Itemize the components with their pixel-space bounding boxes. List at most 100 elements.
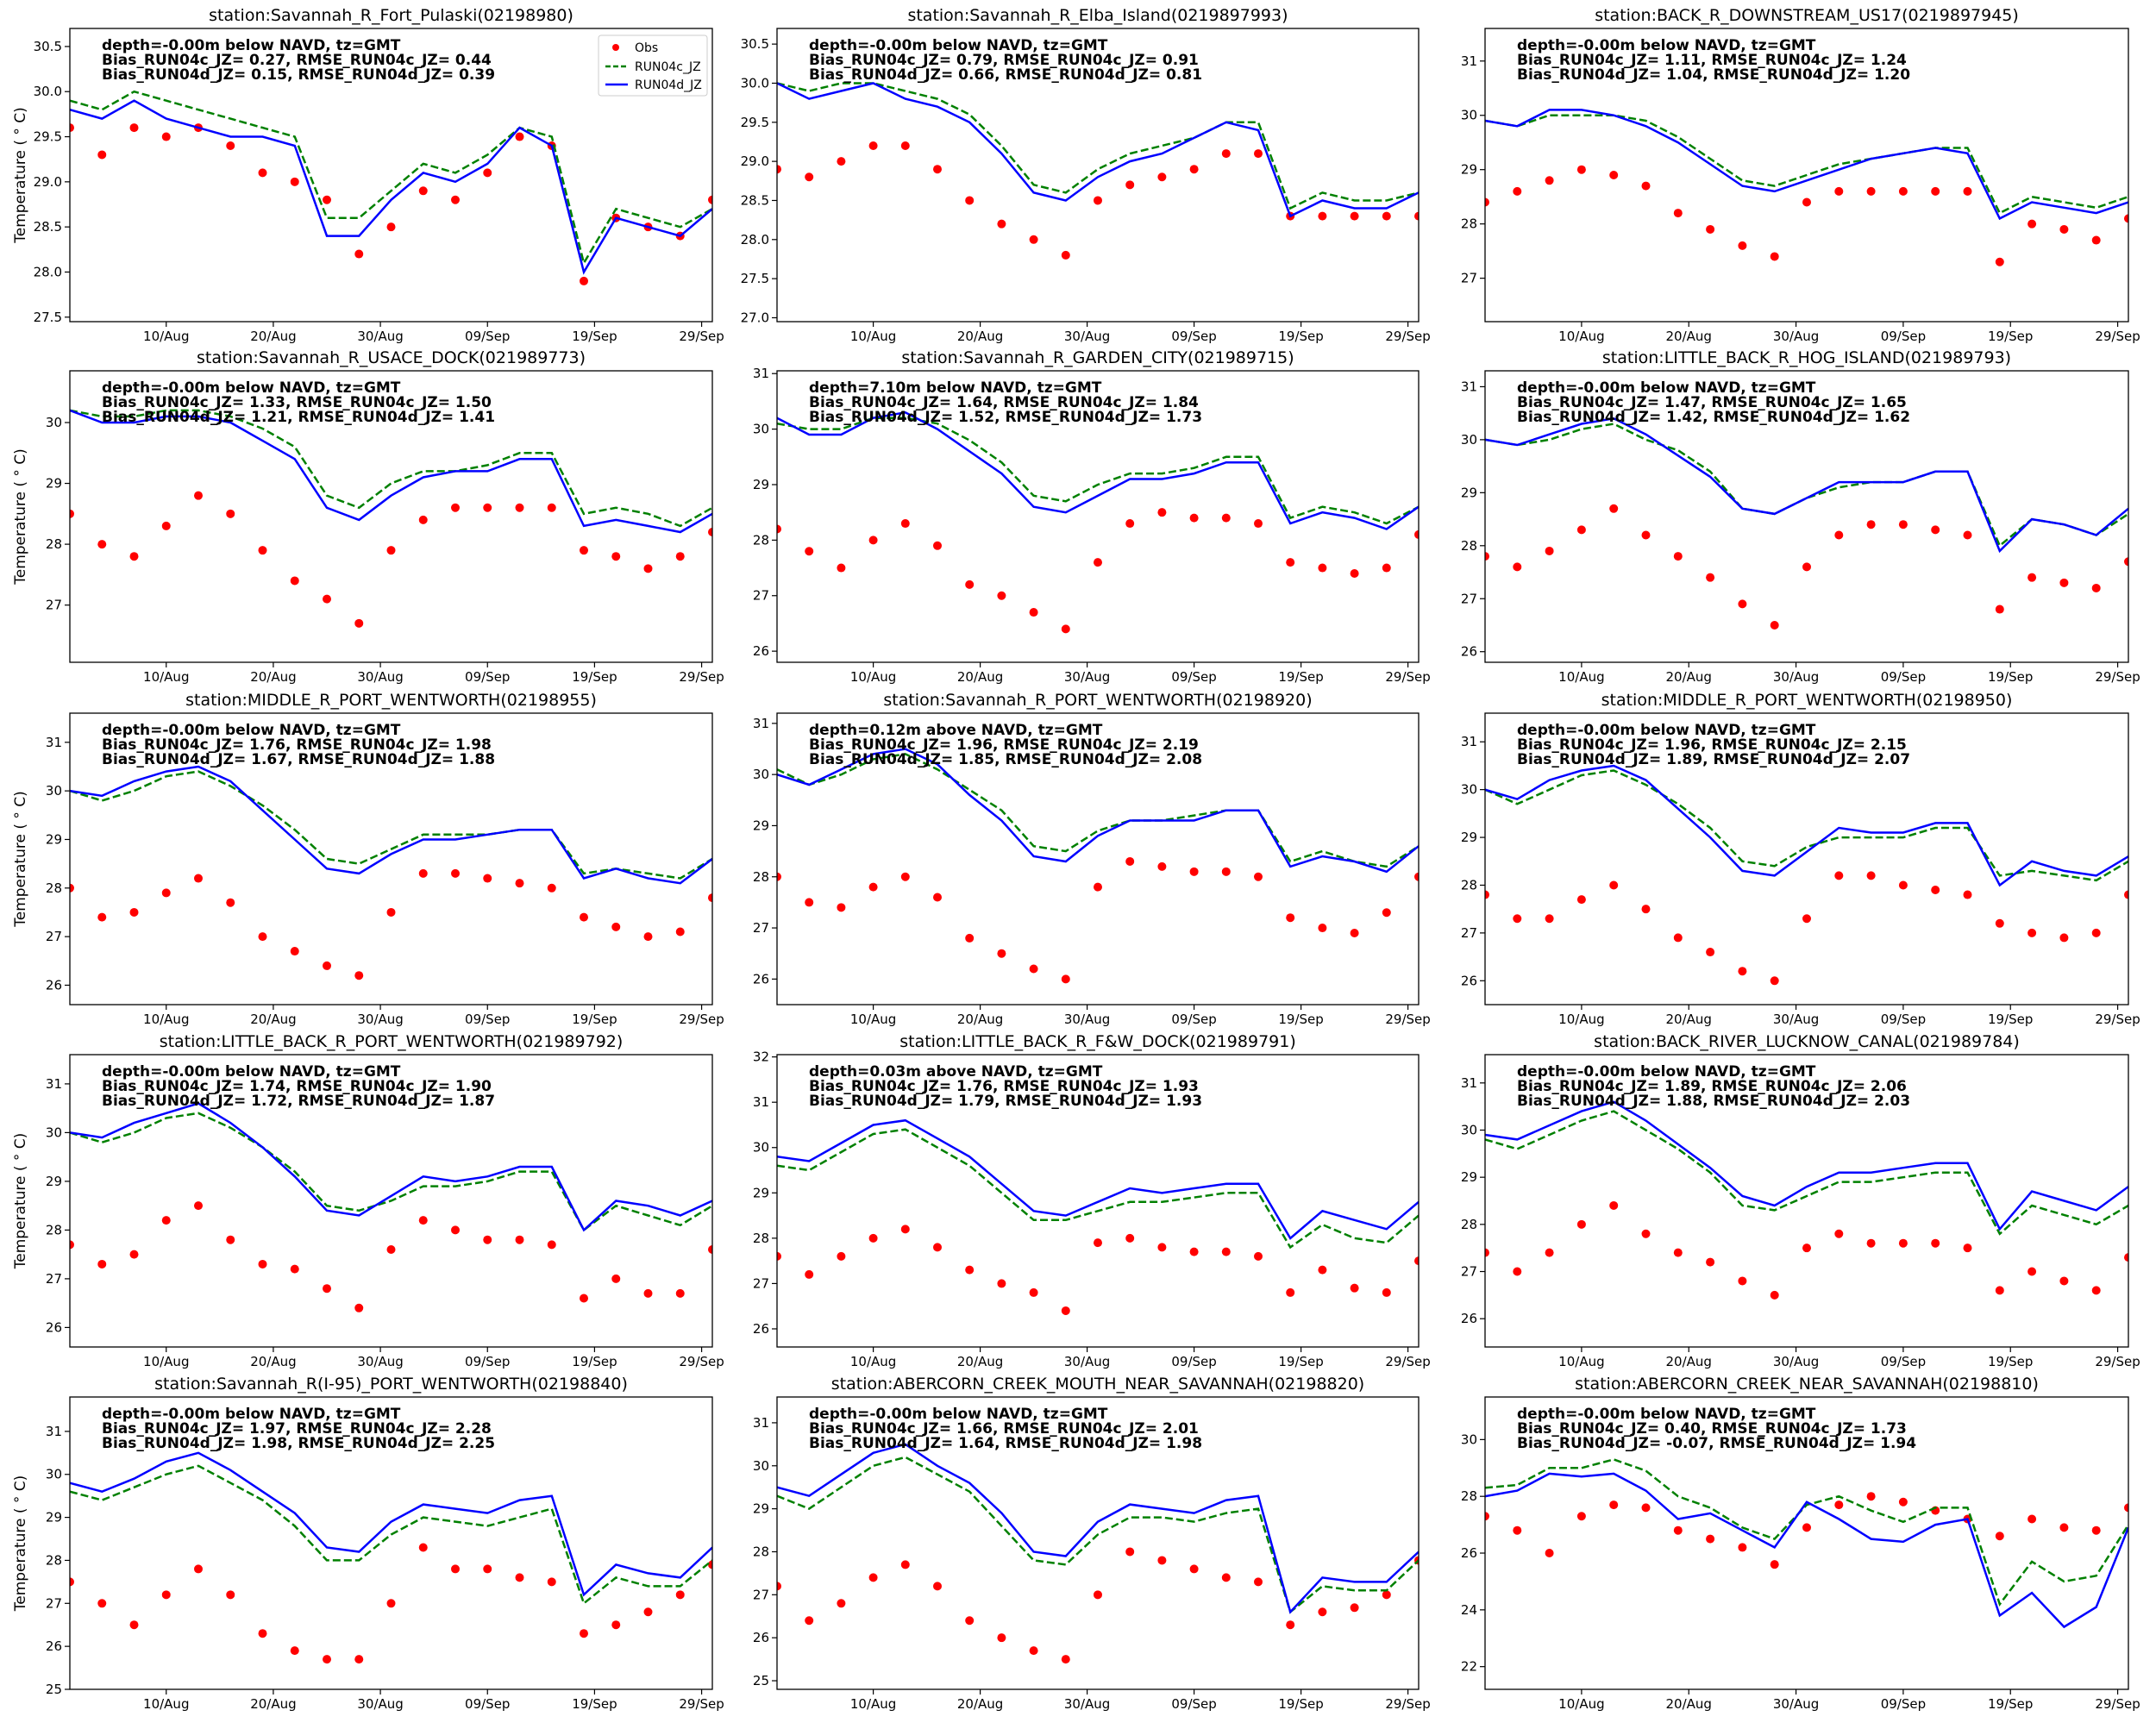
- x-tick-label: 10/Aug: [850, 1012, 896, 1027]
- run04c-line: [777, 1456, 1419, 1614]
- obs-point: [1094, 1590, 1102, 1600]
- obs-point: [1545, 176, 1554, 185]
- obs-point: [1738, 1543, 1747, 1552]
- panel-5: station:LITTLE_BACK_R_HOG_ISLAND(0219897…: [1461, 348, 2140, 685]
- obs-point: [1576, 165, 1586, 174]
- x-tick-label: 20/Aug: [1666, 329, 1712, 344]
- obs-point: [1029, 1287, 1038, 1297]
- obs-point: [1382, 1287, 1391, 1297]
- obs-point: [2124, 214, 2128, 223]
- obs-point: [1286, 1287, 1295, 1297]
- y-tick-label: 28.5: [741, 192, 769, 208]
- obs-point: [1706, 224, 1715, 234]
- obs-point: [1318, 1265, 1327, 1275]
- y-tick-label: 26: [1461, 973, 1477, 988]
- obs-point: [1738, 967, 1747, 976]
- x-tick-label: 20/Aug: [957, 329, 1003, 344]
- y-tick-label: 28: [46, 1552, 62, 1568]
- x-tick-label: 09/Sep: [465, 1354, 510, 1369]
- legend-box: [598, 34, 708, 97]
- obs-point: [451, 868, 460, 878]
- obs-point: [675, 1590, 685, 1600]
- obs-point: [1350, 1603, 1359, 1613]
- obs-point: [1485, 1248, 1489, 1257]
- x-tick-label: 20/Aug: [1666, 669, 1712, 685]
- axes-frame: [776, 28, 1420, 323]
- y-tick-label: 31: [1461, 734, 1477, 749]
- obs-point: [580, 1629, 588, 1638]
- y-tick-label: 24: [1461, 1602, 1477, 1618]
- x-tick-label: 10/Aug: [850, 1354, 896, 1369]
- obs-point: [547, 1240, 556, 1250]
- obs-point: [997, 949, 1006, 958]
- obs-point: [1834, 871, 1844, 880]
- x-tick-label: 30/Aug: [357, 1012, 403, 1027]
- obs-point: [1898, 880, 1908, 890]
- obs-point: [1286, 913, 1295, 923]
- y-tick-label: 27: [46, 598, 62, 613]
- x-tick-label: 10/Aug: [143, 1012, 189, 1027]
- plot-area: [1485, 109, 2128, 266]
- y-tick-label: 28: [753, 869, 769, 885]
- run04d-line: [70, 1451, 712, 1597]
- stats-line: Bias_RUN04c_JZ= 1.47, RMSE_RUN04c_JZ= 1.…: [1517, 394, 1907, 411]
- x-tick-label: 20/Aug: [1666, 1696, 1712, 1712]
- plot-area: [777, 748, 1419, 984]
- y-tick-label: 30: [1461, 782, 1477, 798]
- obs-point: [1609, 1500, 1619, 1510]
- obs-point: [1609, 1200, 1619, 1210]
- obs-point: [194, 874, 203, 883]
- obs-point: [1609, 504, 1619, 513]
- obs-point: [483, 1564, 492, 1574]
- obs-point: [2059, 1276, 2069, 1286]
- x-tick-label: 20/Aug: [957, 1012, 1003, 1027]
- y-tick-label: 28: [1461, 216, 1477, 232]
- x-tick-label: 20/Aug: [250, 1696, 296, 1712]
- x-tick-label: 10/Aug: [143, 669, 189, 685]
- y-tick-label: 30.5: [34, 39, 62, 54]
- x-tick-label: 30/Aug: [1064, 1012, 1110, 1027]
- y-tick-label: 29.0: [34, 174, 62, 190]
- y-tick-label: 30: [1461, 108, 1477, 123]
- x-tick-label: 20/Aug: [250, 1012, 296, 1027]
- obs-point: [1125, 1547, 1135, 1557]
- panel-title: station:MIDDLE_R_PORT_WENTWORTH(02198955…: [185, 691, 597, 710]
- stats-line: Bias_RUN04d_JZ= 1.64, RMSE_RUN04d_JZ= 1.…: [809, 1435, 1202, 1452]
- obs-point: [777, 165, 781, 174]
- stats-line: Bias_RUN04c_JZ= 0.27, RMSE_RUN04c_JZ= 0.…: [102, 52, 492, 69]
- y-tick-label: 31: [46, 735, 62, 750]
- x-tick-label: 10/Aug: [1558, 669, 1604, 685]
- run04c-line: [70, 770, 712, 880]
- y-tick-label: 27: [1461, 925, 1477, 941]
- y-tick-label: 29: [753, 1501, 769, 1517]
- obs-point: [1125, 856, 1135, 866]
- axes-frame: [69, 28, 713, 323]
- x-tick-label: 19/Sep: [1988, 329, 2033, 344]
- y-axis-label: Temperature ( ° C): [12, 107, 29, 244]
- obs-point: [837, 1251, 846, 1261]
- y-tick-label: 29: [46, 831, 62, 847]
- obs-point: [1770, 1290, 1779, 1300]
- x-tick-label: 10/Aug: [850, 1696, 896, 1712]
- stats-line: Bias_RUN04c_JZ= 0.79, RMSE_RUN04c_JZ= 0.…: [809, 52, 1199, 69]
- axes-frame: [1484, 28, 2129, 323]
- obs-point: [1318, 211, 1327, 221]
- obs-point: [777, 524, 781, 534]
- x-tick-label: 20/Aug: [250, 1354, 296, 1369]
- obs-point: [997, 591, 1006, 600]
- run04c-line: [70, 1464, 712, 1606]
- obs-point: [1350, 211, 1359, 221]
- obs-point: [354, 971, 364, 980]
- obs-point: [933, 165, 942, 174]
- axes-frame: [1484, 370, 2129, 663]
- obs-point: [868, 882, 878, 892]
- obs-point: [777, 1251, 781, 1261]
- obs-point: [837, 903, 846, 912]
- obs-point: [1061, 974, 1070, 984]
- obs-point: [1995, 918, 2004, 928]
- obs-point: [1898, 1238, 1908, 1248]
- x-tick-label: 29/Sep: [679, 329, 724, 344]
- y-tick-label: 26: [46, 977, 62, 993]
- obs-point: [1866, 186, 1876, 196]
- x-tick-label: 09/Sep: [1171, 1354, 1216, 1369]
